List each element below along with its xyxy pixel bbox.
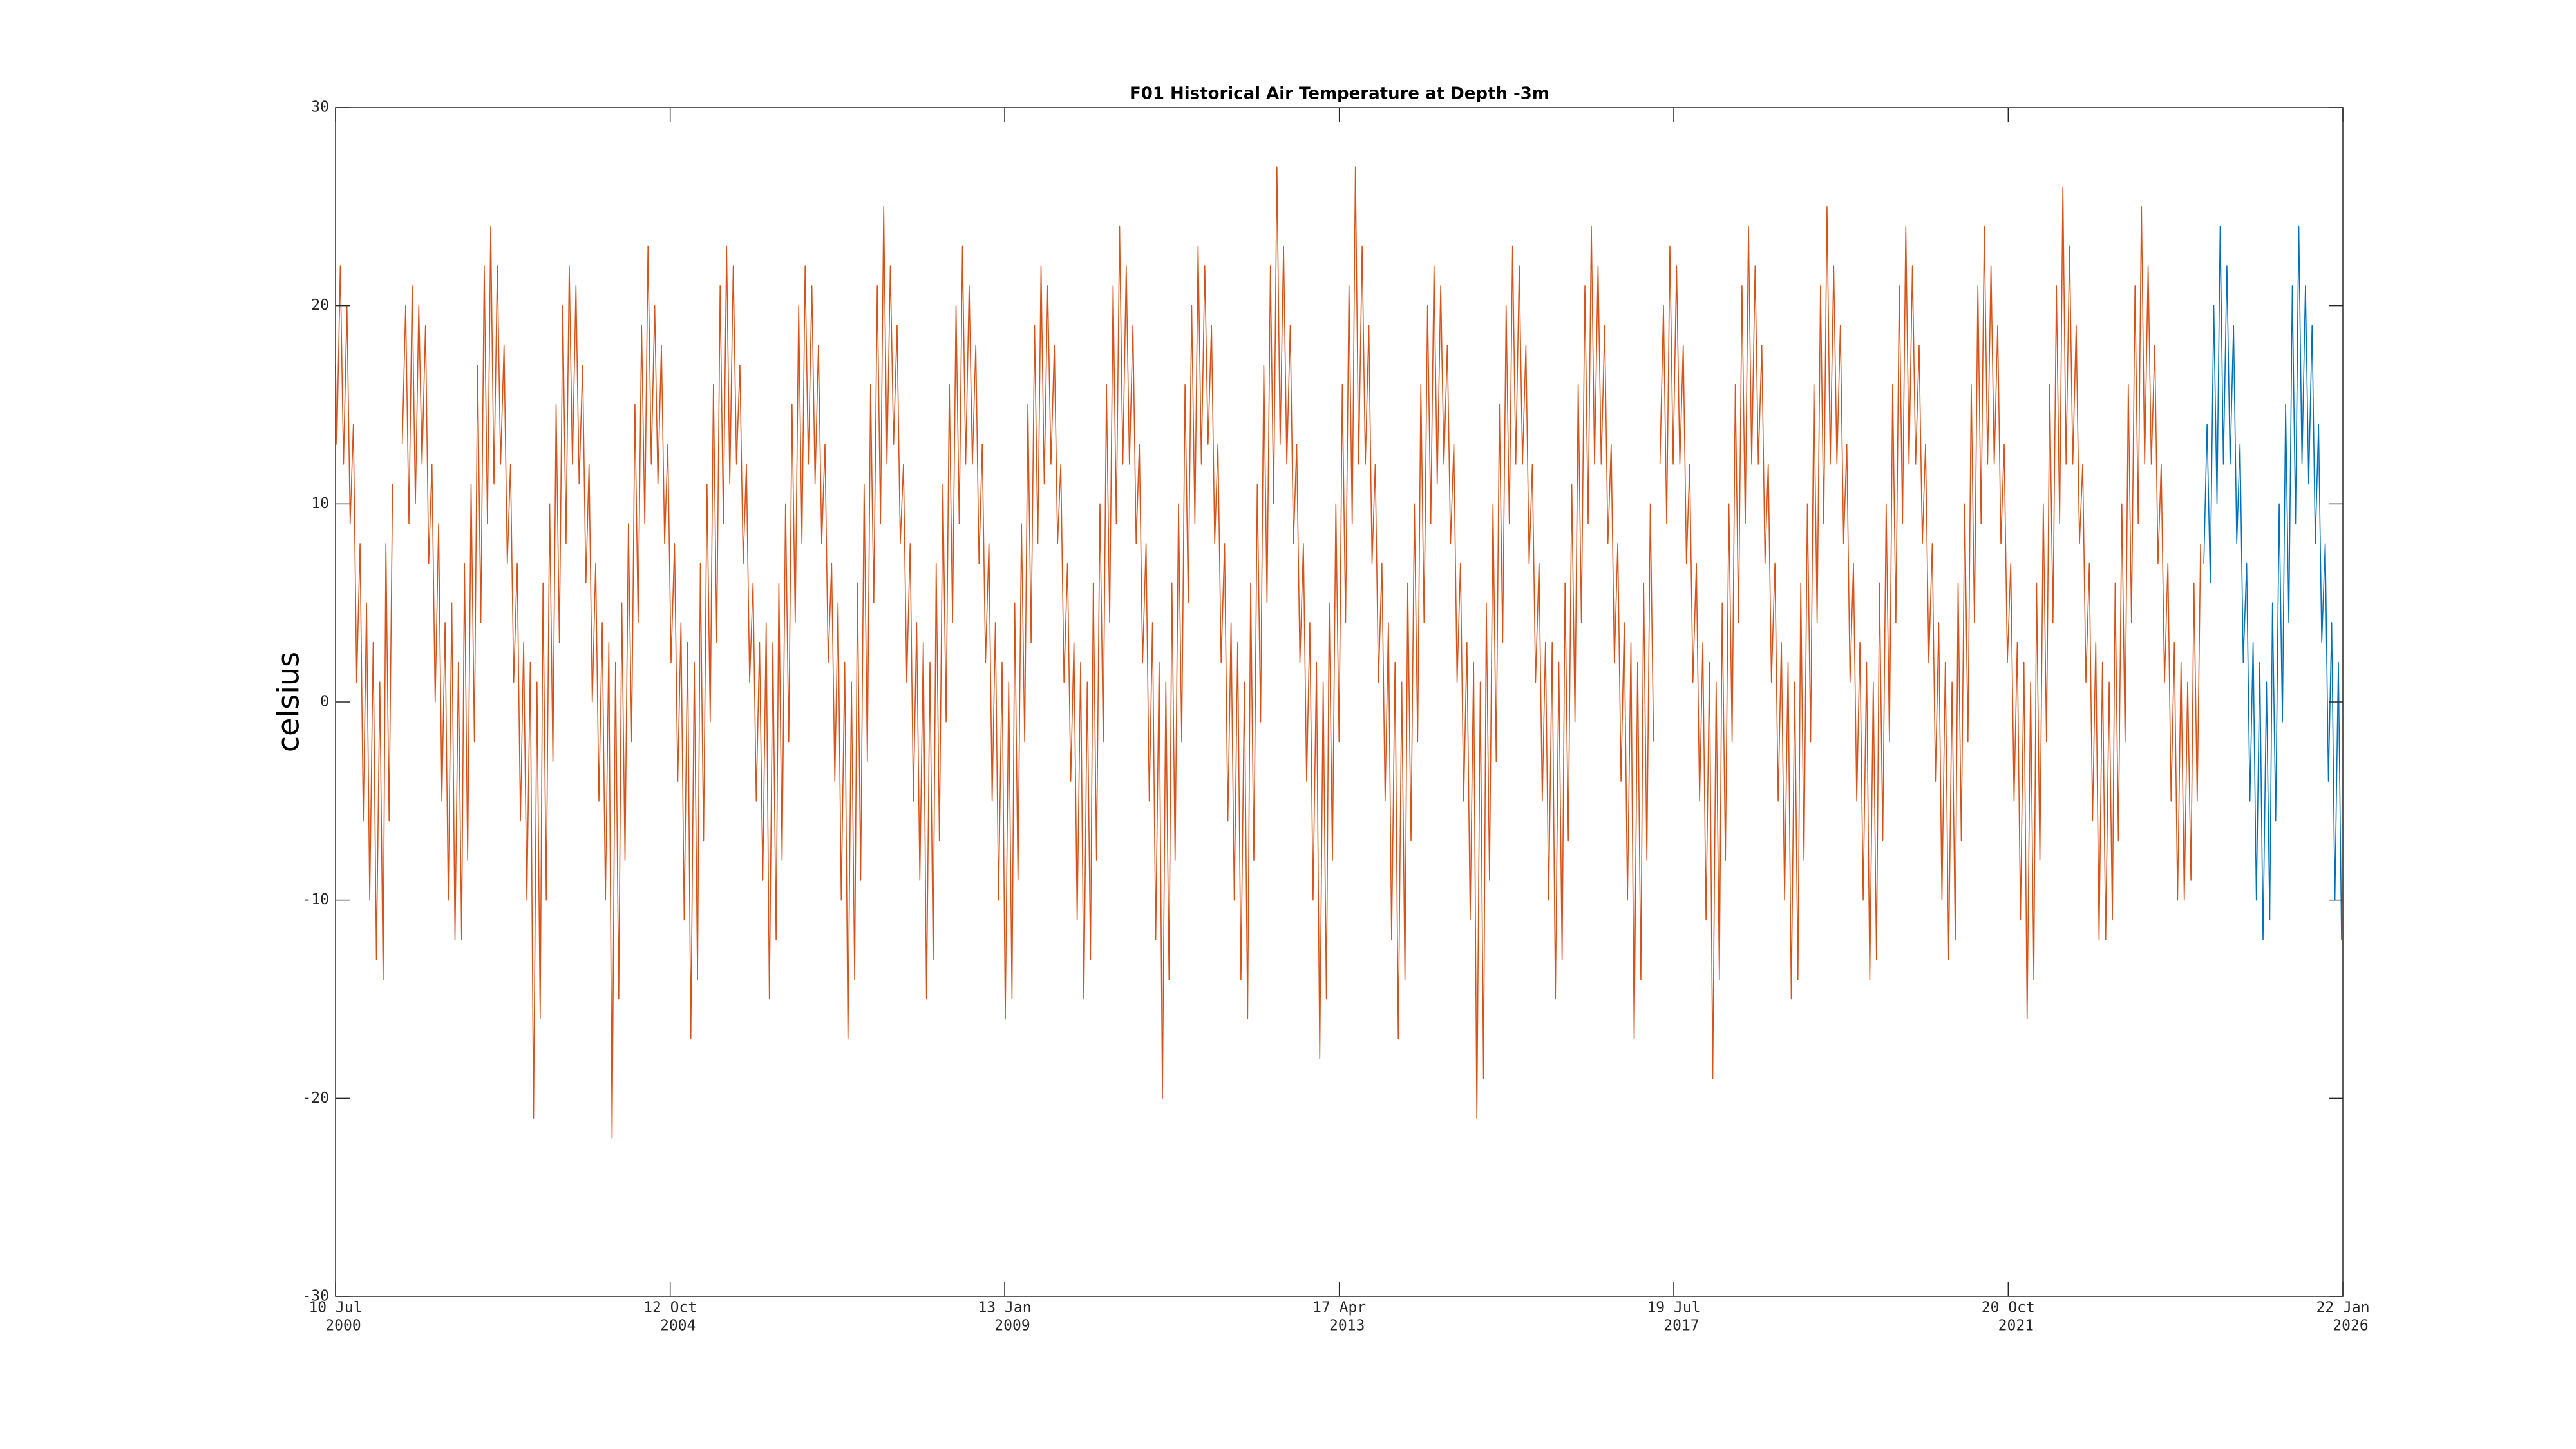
x-tick-label: 2021 <box>1998 1318 2034 1334</box>
y-tick-label: 20 <box>311 297 329 314</box>
data-line <box>1659 186 2201 1079</box>
y-tick-label: 30 <box>311 99 329 116</box>
x-tick-label: 19 Jul <box>1647 1300 1700 1316</box>
data-line <box>2203 225 2342 940</box>
y-tick-label: -20 <box>302 1090 329 1106</box>
y-axis-label: celsius <box>271 652 306 752</box>
y-tick-label: -10 <box>302 891 329 908</box>
x-tick-label: 12 Oct <box>643 1300 697 1316</box>
x-tick-label: 2026 <box>2333 1318 2368 1334</box>
x-tick-label: 13 Jan <box>978 1300 1031 1316</box>
data-line <box>335 265 393 980</box>
data-line <box>401 166 1654 1139</box>
x-tick-label: 20 Oct <box>1982 1300 2035 1316</box>
y-tick-label: -30 <box>302 1288 329 1305</box>
x-tick-label: 10 Jul <box>308 1300 362 1316</box>
x-tick-label: 2013 <box>1329 1318 1365 1334</box>
x-tick-label: 2009 <box>994 1318 1030 1334</box>
x-tick-label: 2000 <box>325 1318 361 1334</box>
chart-title: F01 Historical Air Temperature at Depth … <box>1130 84 1549 104</box>
y-tick-label: 10 <box>311 495 329 512</box>
x-tick-label: 2004 <box>660 1318 696 1334</box>
x-tick-label: 22 Jan <box>2316 1300 2369 1316</box>
y-tick-label: 0 <box>320 694 329 710</box>
x-tick-label: 2017 <box>1663 1318 1699 1334</box>
x-tick-label: 17 Apr <box>1312 1300 1366 1316</box>
